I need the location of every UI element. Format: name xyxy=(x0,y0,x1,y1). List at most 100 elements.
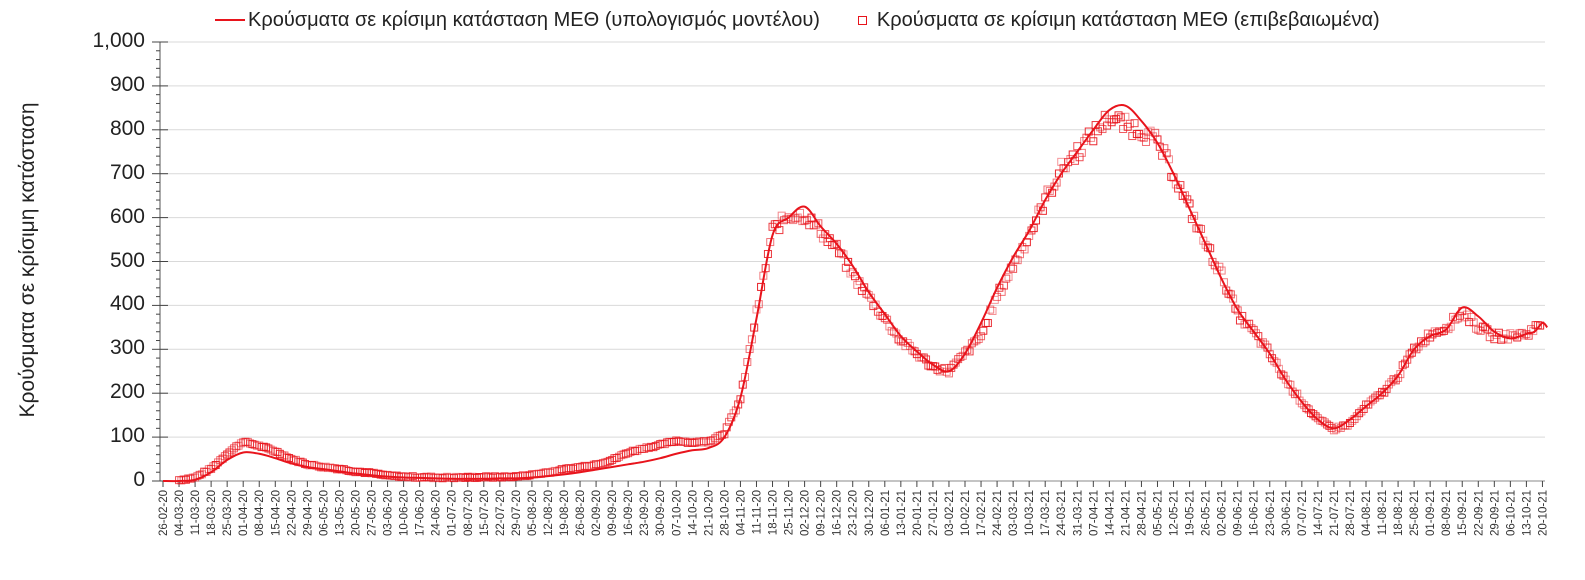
x-tick-label: 12-05-21 xyxy=(1169,490,1181,536)
x-tick-label: 02-06-21 xyxy=(1217,490,1229,536)
x-tick-label: 02-12-20 xyxy=(800,490,812,536)
x-tick-label: 21-10-20 xyxy=(703,490,715,536)
x-tick-label: 18-03-20 xyxy=(206,490,218,536)
x-tick-label: 29-04-20 xyxy=(302,490,314,536)
y-tick-label: 400 xyxy=(109,292,145,316)
x-tick-label: 17-02-21 xyxy=(976,490,988,536)
x-tick-label: 01-07-20 xyxy=(447,490,459,536)
x-tick-label: 20-01-21 xyxy=(912,490,924,536)
x-tick-label: 16-09-20 xyxy=(623,490,635,536)
x-tick-label: 19-05-21 xyxy=(1185,490,1197,536)
x-tick-label: 06-01-21 xyxy=(880,490,892,536)
legend-label-model: Κρούσματα σε κρίσιμη κατάσταση ΜΕΘ (υπολ… xyxy=(248,8,820,31)
x-axis-tick-labels: 26-02-20 04-03-20 11-03-20 18-03-20 25-03-20… xyxy=(158,490,1549,536)
y-tick-label: 300 xyxy=(109,336,145,360)
x-tick-label: 11-08-21 xyxy=(1377,490,1389,535)
y-tick-label: 900 xyxy=(109,72,145,96)
x-tick-label: 27-01-21 xyxy=(928,490,940,536)
square-marker-icon xyxy=(857,15,867,25)
y-tick-label: 0 xyxy=(133,468,145,491)
x-tick-label: 18-11-20 xyxy=(768,490,780,535)
x-tick-label: 26-08-20 xyxy=(575,490,587,536)
x-tick-label: 09-12-20 xyxy=(816,490,828,536)
model-series-line xyxy=(162,104,1549,483)
x-tick-label: 25-11-20 xyxy=(784,490,796,535)
x-tick-label: 13-01-21 xyxy=(896,490,908,536)
y-tick-label: 700 xyxy=(109,160,145,184)
legend: Κρούσματα σε κρίσιμη κατάσταση ΜΕΘ (υπολ… xyxy=(215,6,1418,34)
x-tick-label: 07-07-21 xyxy=(1297,490,1309,536)
x-tick-label: 14-10-20 xyxy=(687,490,699,536)
x-tick-label: 08-09-21 xyxy=(1441,490,1453,536)
y-tick-label: 1,000 xyxy=(92,29,145,52)
x-tick-label: 17-03-21 xyxy=(1040,490,1052,536)
x-tick-label: 05-08-20 xyxy=(527,490,539,536)
legend-item-observed: Κρούσματα σε κρίσιμη κατάσταση ΜΕΘ (επιβ… xyxy=(857,8,1380,32)
line-swatch-icon xyxy=(215,19,245,21)
x-tick-label: 29-07-20 xyxy=(511,490,523,536)
x-tick-label: 07-04-21 xyxy=(1088,490,1100,536)
x-tick-label: 01-09-21 xyxy=(1425,490,1437,536)
x-tick-label: 26-05-21 xyxy=(1201,490,1213,536)
x-tick-label: 14-04-21 xyxy=(1104,490,1116,536)
x-tick-label: 22-04-20 xyxy=(286,490,298,536)
legend-item-model: Κρούσματα σε κρίσιμη κατάσταση ΜΕΘ (υπολ… xyxy=(215,9,820,32)
axes xyxy=(152,41,1545,487)
x-tick-label: 24-02-21 xyxy=(992,490,1004,536)
y-tick-label: 600 xyxy=(109,204,145,228)
x-tick-label: 16-12-20 xyxy=(832,490,844,536)
y-axis-label: Κρούσματα σε κρίσιμη κατάσταση xyxy=(16,102,39,418)
x-tick-label: 28-10-20 xyxy=(719,490,731,536)
x-tick-label: 25-03-20 xyxy=(222,490,234,536)
x-tick-label: 10-03-21 xyxy=(1024,490,1036,536)
x-tick-label: 08-07-20 xyxy=(463,490,475,536)
x-tick-label: 09-09-20 xyxy=(607,490,619,536)
x-tick-label: 04-03-20 xyxy=(174,490,186,536)
x-tick-label: 06-10-21 xyxy=(1505,490,1517,536)
x-tick-label: 15-07-20 xyxy=(479,490,491,536)
x-tick-label: 20-05-20 xyxy=(350,490,362,536)
x-tick-label: 31-03-21 xyxy=(1072,490,1084,536)
x-tick-label: 29-09-21 xyxy=(1489,490,1501,536)
x-tick-label: 01-04-20 xyxy=(238,490,250,536)
x-tick-label: 16-06-21 xyxy=(1249,490,1261,536)
x-tick-label: 22-07-20 xyxy=(495,490,507,536)
x-tick-label: 24-06-20 xyxy=(431,490,443,536)
x-tick-label: 05-05-21 xyxy=(1152,490,1164,536)
x-tick-label: 06-05-20 xyxy=(318,490,330,536)
legend-label-observed: Κρούσματα σε κρίσιμη κατάσταση ΜΕΘ (επιβ… xyxy=(876,8,1380,31)
x-tick-label: 30-06-21 xyxy=(1281,490,1293,536)
x-tick-label: 23-09-20 xyxy=(639,490,651,536)
x-tick-label: 22-09-21 xyxy=(1473,490,1485,536)
x-tick-label: 14-07-21 xyxy=(1313,490,1325,536)
x-tick-label: 17-06-20 xyxy=(415,490,427,536)
x-tick-label: 02-09-20 xyxy=(591,490,603,536)
x-tick-label: 11-11-20 xyxy=(751,490,763,534)
x-tick-label: 15-04-20 xyxy=(270,490,282,536)
x-tick-label: 15-09-21 xyxy=(1457,490,1469,536)
x-tick-label: 04-11-20 xyxy=(735,490,747,535)
x-tick-label: 21-04-21 xyxy=(1120,490,1132,536)
x-tick-label: 27-05-20 xyxy=(367,490,379,536)
x-tick-label: 12-08-20 xyxy=(543,490,555,536)
x-tick-label: 21-07-21 xyxy=(1329,490,1341,536)
x-tick-label: 11-03-20 xyxy=(190,490,202,535)
x-tick-label: 03-02-21 xyxy=(944,490,956,536)
x-tick-label: 13-05-20 xyxy=(334,490,346,536)
y-tick-label: 200 xyxy=(109,380,145,404)
y-tick-label: 100 xyxy=(109,424,145,448)
x-tick-label: 30-12-20 xyxy=(864,490,876,536)
x-tick-label: 28-07-21 xyxy=(1345,490,1357,536)
x-tick-label: 08-04-20 xyxy=(254,490,266,536)
x-tick-label: 20-10-21 xyxy=(1537,490,1549,536)
x-tick-label: 30-09-20 xyxy=(655,490,667,536)
x-tick-label: 04-08-21 xyxy=(1361,490,1373,536)
x-tick-label: 09-06-21 xyxy=(1233,490,1245,536)
x-tick-label: 18-08-21 xyxy=(1393,490,1405,536)
x-tick-label: 10-02-21 xyxy=(960,490,972,536)
x-tick-label: 25-08-21 xyxy=(1409,490,1421,536)
x-tick-label: 13-10-21 xyxy=(1521,490,1533,536)
x-tick-label: 28-04-21 xyxy=(1136,490,1148,536)
x-tick-label: 23-12-20 xyxy=(848,490,860,536)
